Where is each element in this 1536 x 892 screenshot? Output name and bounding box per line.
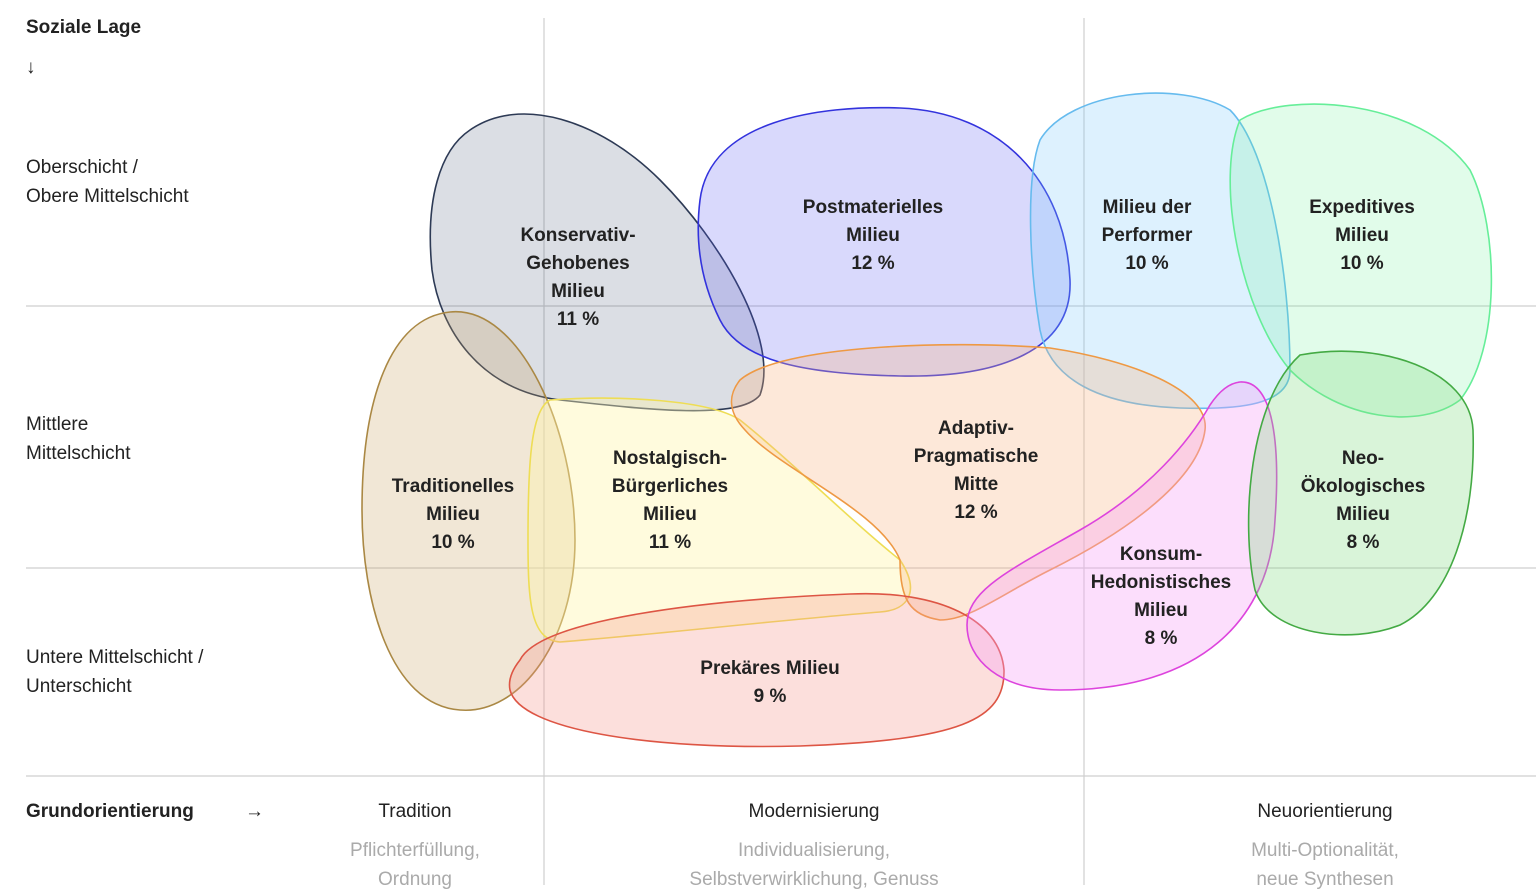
milieu-shape bbox=[966, 381, 1278, 691]
x-group-label: Modernisierung bbox=[749, 801, 880, 822]
milieu-label: Pragmatische bbox=[914, 446, 1039, 467]
milieu-shape bbox=[1229, 103, 1493, 418]
milieu-label: Nostalgisch- bbox=[613, 448, 727, 469]
milieu-shape bbox=[429, 113, 765, 412]
x-group-description: Individualisierung, bbox=[738, 840, 890, 861]
milieu-shape bbox=[730, 343, 1206, 621]
milieu-label: Milieu bbox=[426, 504, 480, 525]
milieu-label: Bürgerliches bbox=[612, 476, 728, 497]
milieu-label: Performer bbox=[1102, 225, 1193, 246]
milieu-share: 10 % bbox=[431, 532, 474, 553]
milieu-share: 12 % bbox=[954, 502, 997, 523]
milieu-label: Milieu bbox=[1335, 225, 1389, 246]
milieu-label: Milieu bbox=[1336, 504, 1390, 525]
x-axis-title: Grundorientierung bbox=[26, 801, 194, 822]
milieu-shape bbox=[1247, 350, 1475, 636]
milieu-share: 10 % bbox=[1340, 253, 1383, 274]
milieu-label: Milieu bbox=[1134, 600, 1188, 621]
milieu-shape bbox=[361, 311, 576, 711]
y-level-label: Unterschicht bbox=[26, 676, 132, 697]
y-level-label: Mittelschicht bbox=[26, 443, 131, 464]
y-level-label: Mittlere bbox=[26, 414, 88, 435]
milieu-label: Prekäres Milieu bbox=[700, 658, 839, 679]
milieu-shape bbox=[1029, 92, 1291, 410]
milieu-share: 8 % bbox=[1347, 532, 1380, 553]
milieu-label: Ökologisches bbox=[1301, 476, 1426, 497]
milieu-label: Konservativ- bbox=[520, 225, 635, 246]
y-axis-arrow: ↓ bbox=[26, 57, 36, 78]
y-axis-title: Soziale Lage bbox=[26, 17, 141, 38]
milieu-shape bbox=[508, 592, 1005, 748]
x-group-description: neue Synthesen bbox=[1256, 869, 1393, 890]
milieu-label: Traditionelles bbox=[392, 476, 514, 497]
milieu-label: Hedonistisches bbox=[1091, 572, 1231, 593]
milieu-label: Expeditives bbox=[1309, 197, 1415, 218]
milieu-label: Mitte bbox=[954, 474, 998, 495]
y-level-label: Obere Mittelschicht bbox=[26, 186, 189, 207]
x-group-description: Pflichterfüllung, bbox=[350, 840, 480, 861]
x-group-label: Tradition bbox=[378, 801, 451, 822]
x-group-description: Selbstverwirklichung, Genuss bbox=[689, 869, 938, 890]
milieu-share: 10 % bbox=[1125, 253, 1168, 274]
milieu-label: Milieu bbox=[846, 225, 900, 246]
x-axis-arrow: → bbox=[245, 801, 264, 822]
milieu-share: 8 % bbox=[1145, 628, 1178, 649]
milieu-label: Konsum- bbox=[1120, 544, 1202, 565]
milieu-label: Milieu der bbox=[1103, 197, 1192, 218]
milieu-label: Milieu bbox=[643, 504, 697, 525]
milieu-shape bbox=[697, 106, 1071, 377]
milieu-label: Adaptiv- bbox=[938, 418, 1014, 439]
milieu-label: Neo- bbox=[1342, 448, 1384, 469]
milieu-share: 11 % bbox=[649, 532, 691, 553]
milieu-label: Postmaterielles bbox=[803, 197, 943, 218]
milieu-share: 12 % bbox=[851, 253, 894, 274]
milieu-share: 9 % bbox=[754, 686, 787, 707]
milieu-shape bbox=[527, 397, 912, 643]
x-group-description: Multi-Optionalität, bbox=[1251, 840, 1399, 861]
milieu-label: Milieu bbox=[551, 281, 605, 302]
milieu-label: Gehobenes bbox=[526, 253, 629, 274]
x-group-description: Ordnung bbox=[378, 869, 452, 890]
x-group-label: Neuorientierung bbox=[1257, 801, 1392, 822]
milieu-share: 11 % bbox=[557, 309, 599, 330]
y-level-label: Oberschicht / bbox=[26, 157, 139, 178]
y-level-label: Untere Mittelschicht / bbox=[26, 647, 204, 668]
